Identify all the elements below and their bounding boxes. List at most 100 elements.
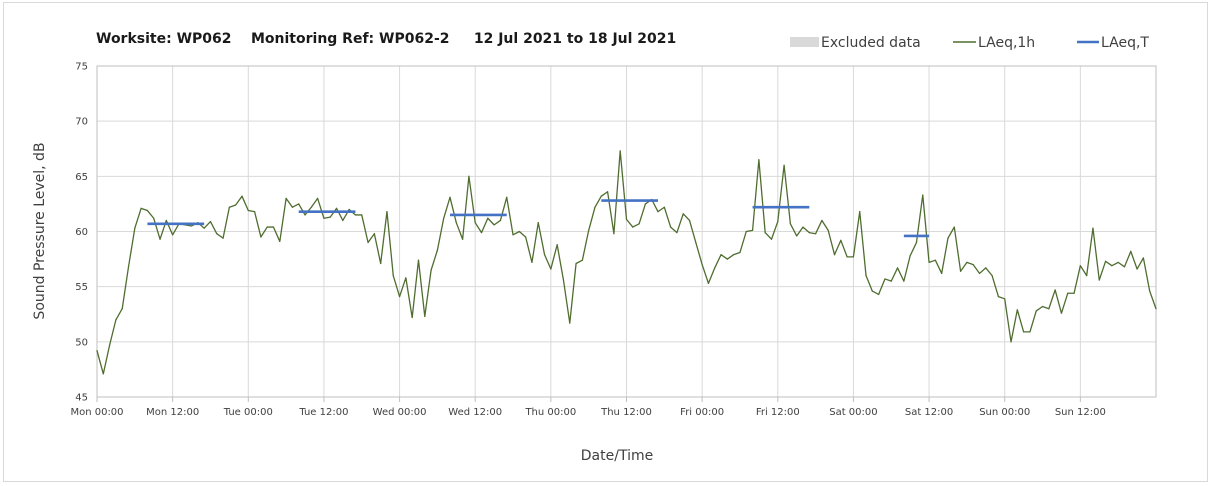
data-point-laeq-1h [1117, 261, 1119, 263]
data-point-laeq-1h [253, 211, 256, 213]
data-point-laeq-1h [222, 237, 224, 239]
data-point-laeq-1h [1111, 265, 1113, 267]
data-point-laeq-1h [751, 229, 754, 231]
x-tick-label: Sun 00:00 [979, 407, 1030, 418]
grid [96, 65, 1156, 398]
data-point-laeq-1h [745, 230, 747, 233]
data-point-laeq-1h [1048, 308, 1050, 310]
data-point-laeq-1h [670, 226, 672, 228]
data-point-laeq-1h [462, 238, 464, 240]
data-point-laeq-1h [821, 219, 823, 222]
data-point-laeq-1h [468, 175, 470, 177]
data-point-laeq-1h [978, 272, 981, 275]
x-tick-label: Wed 12:00 [448, 407, 502, 418]
data-point-laeq-1h [815, 233, 817, 235]
data-point-laeq-1h [972, 264, 974, 266]
data-point-laeq-1h [140, 207, 142, 209]
plot-area [96, 65, 1157, 398]
data-point-laeq-1h [272, 226, 275, 228]
data-point-laeq-1h [1054, 289, 1056, 291]
data-point-laeq-1h [985, 267, 987, 269]
data-point-laeq-1h [1016, 309, 1018, 311]
data-point-laeq-1h [909, 255, 911, 257]
data-point-laeq-1h [190, 225, 193, 227]
data-point-laeq-1h [1098, 279, 1100, 281]
data-point-laeq-1h [1010, 341, 1012, 343]
data-point-laeq-1h [758, 159, 760, 161]
data-point-laeq-1h [878, 293, 880, 295]
data-point-laeq-1h [323, 217, 325, 219]
data-point-laeq-1h [436, 249, 438, 251]
x-tick-label: Tue 00:00 [223, 407, 273, 418]
y-tick-label: 45 [75, 393, 88, 404]
data-point-laeq-1h [550, 268, 552, 270]
data-point-laeq-1h [714, 267, 716, 269]
data-point-laeq-1h [922, 194, 924, 196]
data-point-laeq-1h [941, 272, 943, 275]
data-point-laeq-1h [1136, 268, 1138, 270]
data-point-laeq-1h [676, 232, 678, 234]
data-point-laeq-1h [770, 238, 773, 240]
data-point-laeq-1h [764, 232, 766, 234]
data-point-laeq-1h [260, 236, 262, 238]
data-point-laeq-1h [304, 214, 306, 216]
legend-label-excluded: Excluded data [821, 35, 921, 51]
data-point-laeq-1h [216, 233, 218, 235]
data-point-laeq-1h [134, 227, 136, 229]
x-tick-label: Tue 12:00 [298, 407, 348, 418]
data-point-laeq-1h [1079, 265, 1081, 267]
data-point-laeq-1h [1155, 308, 1157, 310]
data-point-laeq-1h [127, 266, 130, 268]
data-point-laeq-1h [285, 197, 287, 199]
data-point-laeq-1h [720, 254, 722, 256]
data-point-laeq-1h [96, 350, 98, 352]
data-point-laeq-1h [1130, 250, 1132, 252]
data-point-laeq-1h [115, 319, 117, 321]
data-point-laeq-1h [644, 203, 647, 205]
data-point-laeq-1h [575, 262, 577, 265]
data-point-laeq-1h [380, 262, 382, 265]
data-point-laeq-1h [329, 216, 331, 218]
data-point-laeq-1h [840, 239, 842, 241]
data-point-laeq-1h [398, 295, 401, 298]
data-point-laeq-1h [556, 244, 558, 246]
data-point-laeq-1h [310, 206, 312, 208]
data-point-laeq-1h [966, 261, 968, 263]
data-point-laeq-1h [663, 206, 665, 208]
data-point-laeq-1h [146, 209, 149, 212]
data-point-laeq-1h [859, 211, 861, 213]
data-point-laeq-1h [518, 230, 520, 233]
data-point-laeq-1h [569, 322, 571, 324]
data-point-laeq-1h [203, 227, 205, 229]
x-tick-label: Sun 12:00 [1055, 407, 1106, 418]
data-point-laeq-1h [1067, 292, 1069, 294]
x-tick-label: Sat 00:00 [829, 407, 877, 418]
data-point-laeq-1h [733, 254, 735, 256]
data-point-laeq-1h [934, 259, 936, 261]
data-point-laeq-1h [449, 196, 451, 198]
data-point-laeq-1h [109, 344, 111, 346]
data-point-laeq-1h [802, 226, 804, 228]
legend: Excluded data LAeq,1h LAeq,T [790, 35, 1149, 51]
data-point-laeq-1h [997, 295, 1000, 298]
data-point-laeq-1h [241, 195, 243, 197]
data-point-laeq-1h [1086, 275, 1088, 277]
data-point-laeq-1h [695, 241, 697, 244]
data-point-laeq-1h [1123, 266, 1126, 268]
data-point-laeq-1h [852, 256, 855, 258]
data-point-laeq-1h [1073, 292, 1075, 294]
data-point-laeq-1h [317, 197, 319, 199]
x-tick-label: Mon 12:00 [146, 407, 199, 418]
data-point-laeq-1h [959, 270, 962, 272]
data-point-laeq-1h [1041, 305, 1044, 308]
data-point-laeq-1h [833, 254, 836, 256]
data-point-laeq-1h [1060, 312, 1063, 314]
data-point-laeq-1h [953, 226, 955, 228]
data-point-laeq-1h [424, 315, 426, 318]
y-tick-label: 60 [75, 227, 88, 238]
data-point-laeq-1h [348, 208, 350, 211]
chart-frame [3, 2, 1208, 482]
data-point-laeq-1h [235, 204, 237, 206]
data-point-laeq-1h [361, 214, 363, 216]
data-point-laeq-1h [153, 217, 155, 219]
